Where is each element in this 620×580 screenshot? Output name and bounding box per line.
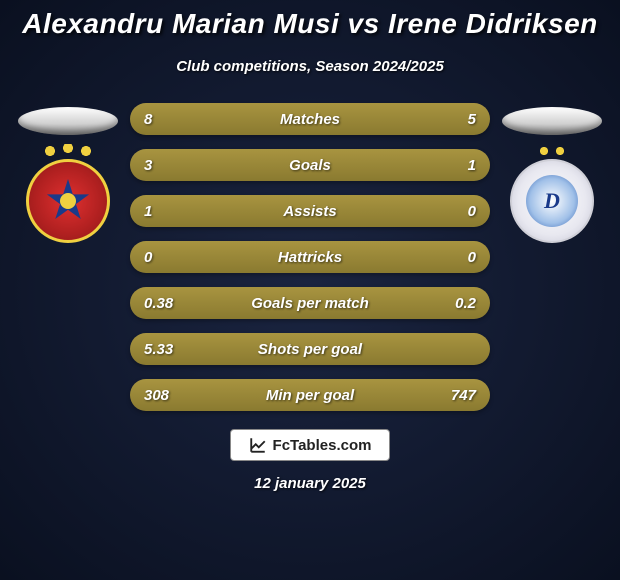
- source-label: FcTables.com: [273, 437, 372, 454]
- stat-row-goals: 3 Goals 1: [130, 149, 490, 181]
- stat-right-value: 5: [434, 111, 476, 128]
- stat-row-matches: 8 Matches 5: [130, 103, 490, 135]
- chart-icon: [249, 436, 267, 454]
- stat-left-value: 8: [144, 111, 186, 128]
- stat-right-value: 0.2: [434, 295, 476, 312]
- stat-row-min-per-goal: 308 Min per goal 747: [130, 379, 490, 411]
- stats-column: 8 Matches 5 3 Goals 1 1 Assists 0 0 Hatt…: [130, 103, 490, 411]
- star-center-icon: [60, 193, 76, 209]
- stat-right-value: 0: [434, 249, 476, 266]
- stat-left-value: 5.33: [144, 341, 186, 358]
- stat-label: Assists: [283, 203, 336, 220]
- stat-label: Hattricks: [278, 249, 342, 266]
- subtitle: Club competitions, Season 2024/2025: [176, 58, 444, 75]
- source-badge[interactable]: FcTables.com: [230, 429, 391, 461]
- stat-row-hattricks: 0 Hattricks 0: [130, 241, 490, 273]
- left-player-column: [18, 103, 118, 243]
- page-title: Alexandru Marian Musi vs Irene Didriksen: [22, 8, 598, 40]
- player-oval-left: [18, 107, 118, 135]
- stat-right-value: 0: [434, 203, 476, 220]
- stat-label: Min per goal: [266, 387, 354, 404]
- club-badge-left: [26, 159, 110, 243]
- stat-left-value: 1: [144, 203, 186, 220]
- stat-left-value: 0.38: [144, 295, 186, 312]
- date-label: 12 january 2025: [254, 475, 366, 492]
- stat-row-shots-per-goal: 5.33 Shots per goal: [130, 333, 490, 365]
- stat-label: Goals: [289, 157, 331, 174]
- stat-left-value: 0: [144, 249, 186, 266]
- stat-left-value: 3: [144, 157, 186, 174]
- stat-row-goals-per-match: 0.38 Goals per match 0.2: [130, 287, 490, 319]
- stat-right-value: 1: [434, 157, 476, 174]
- main-row: 8 Matches 5 3 Goals 1 1 Assists 0 0 Hatt…: [0, 103, 620, 411]
- comparison-card: Alexandru Marian Musi vs Irene Didriksen…: [0, 0, 620, 580]
- club-badge-right: D: [510, 159, 594, 243]
- stat-right-value: 747: [434, 387, 476, 404]
- stat-label: Goals per match: [251, 295, 369, 312]
- right-player-column: D: [502, 103, 602, 243]
- stat-label: Shots per goal: [258, 341, 362, 358]
- club-badge-left-star: [46, 179, 90, 223]
- club-badge-right-letter: D: [526, 175, 578, 227]
- player-oval-right: [502, 107, 602, 135]
- stat-left-value: 308: [144, 387, 186, 404]
- stat-label: Matches: [280, 111, 340, 128]
- stat-row-assists: 1 Assists 0: [130, 195, 490, 227]
